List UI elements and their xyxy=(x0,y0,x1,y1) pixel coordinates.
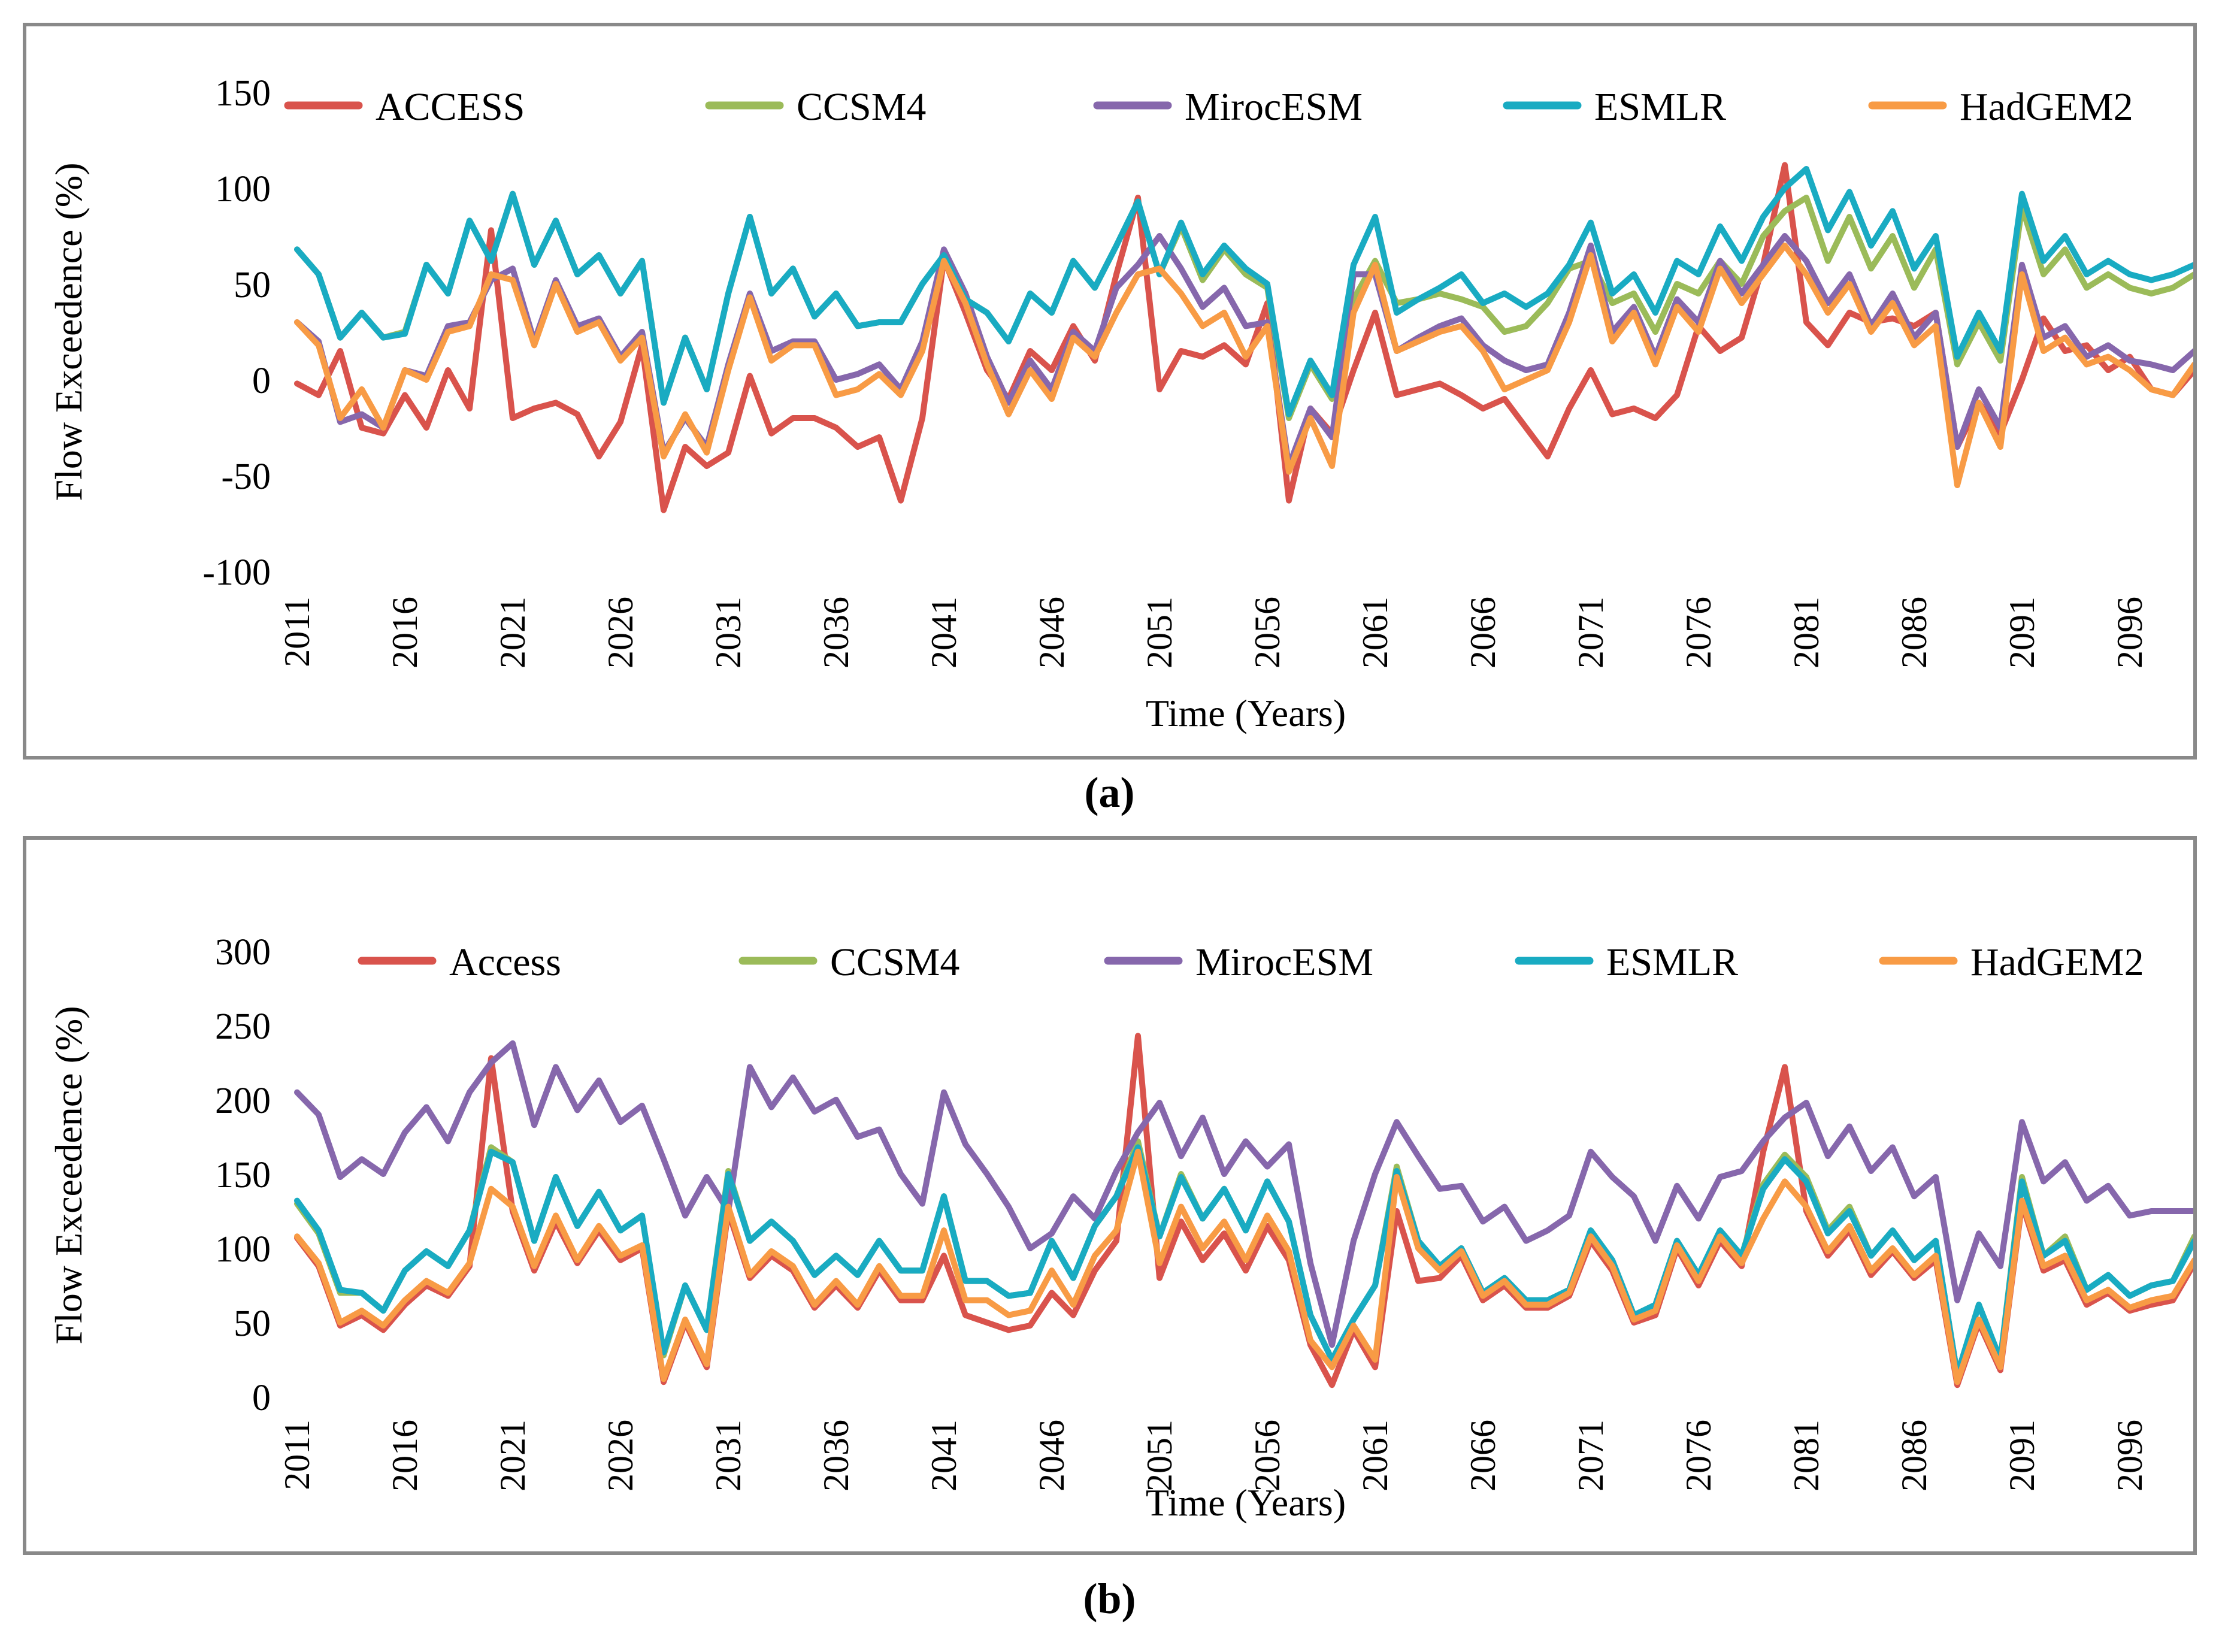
x-axis-tick-label: 2041 xyxy=(924,1420,964,1491)
legend-label-MirocESM: MirocESM xyxy=(1185,85,1363,129)
x-axis-tick-label: 2061 xyxy=(1355,1420,1395,1491)
legend-label-ESMLR: ESMLR xyxy=(1606,940,1738,984)
y-axis-tick-label: 250 xyxy=(215,1006,271,1047)
x-axis-tick-label: 2041 xyxy=(924,597,964,668)
chart-a-panel: 150 100 50 0 -50 -100 Flow Exceedence (%) 2011 2… xyxy=(23,23,2197,760)
x-axis-tick-label: 2011 xyxy=(277,597,317,667)
x-axis-tick-label: 2021 xyxy=(493,1420,532,1491)
y-axis-tick-label: 100 xyxy=(215,169,271,210)
y-axis-tick-label: 150 xyxy=(215,73,271,114)
x-axis-tick-label: 2016 xyxy=(385,597,425,668)
x-axis-tick-label: 2051 xyxy=(1140,1420,1179,1491)
y-axis-tick-label: 200 xyxy=(215,1081,271,1121)
x-axis-tick-label: 2066 xyxy=(1463,597,1503,668)
chart-b-panel: 300 250 200 150 100 50 0 Flow Exceedence (%) 201… xyxy=(23,836,2197,1555)
y-axis-tick-label: 150 xyxy=(215,1155,271,1196)
x-axis-tick-label: 2031 xyxy=(709,1420,748,1491)
y-axis-title: Flow Exceedence (%) xyxy=(47,1006,90,1344)
series-line-CCSM4 xyxy=(294,190,2193,421)
x-axis-tick-label: 2061 xyxy=(1355,597,1395,668)
legend-label-HadGEM2: HadGEM2 xyxy=(1970,940,2144,984)
series-line-MirocESM xyxy=(294,1040,2193,1348)
x-axis-tick-label: 2086 xyxy=(1894,597,1934,668)
y-axis-tick-label: 0 xyxy=(252,1378,271,1418)
x-axis-tick-label: 2016 xyxy=(385,1420,425,1491)
legend-label-ACCESS: ACCESS xyxy=(376,85,525,129)
x-axis-tick-label: 2076 xyxy=(1679,1420,1718,1491)
x-axis-tick-label: 2071 xyxy=(1571,597,1610,668)
x-axis-tick-label: 2096 xyxy=(2110,597,2150,668)
x-axis-tick-label: 2066 xyxy=(1463,1420,1503,1491)
y-axis-title: Flow Exceedence (%) xyxy=(47,162,90,501)
y-axis-tick-label: -100 xyxy=(202,552,271,593)
x-axis-tick-label: 2056 xyxy=(1248,597,1287,668)
x-axis-tick-label: 2056 xyxy=(1248,1420,1287,1491)
x-axis-tick-label: 2011 xyxy=(277,1420,317,1490)
legend-label-Access: Access xyxy=(449,940,561,984)
legend-label-CCSM4: CCSM4 xyxy=(797,85,926,129)
series-line-ESMLR xyxy=(294,1144,2193,1378)
legend-label-HadGEM2: HadGEM2 xyxy=(1960,85,2133,129)
x-axis-tick-label: 2046 xyxy=(1032,597,1071,668)
x-axis-tick-label: 2081 xyxy=(1787,1420,1826,1491)
series-line-HadGEM2 xyxy=(294,1148,2193,1385)
y-axis-tick-label: 50 xyxy=(234,1303,271,1344)
x-axis-tick-label: 2086 xyxy=(1894,1420,1934,1491)
x-axis-tick-label: 2031 xyxy=(709,597,748,668)
x-axis-tick-label: 2091 xyxy=(2002,1420,2042,1491)
series-line-HadGEM2 xyxy=(294,243,2193,488)
x-axis-tick-label: 2036 xyxy=(816,597,856,668)
x-axis-tick-label: 2046 xyxy=(1032,1420,1071,1491)
chart-b-svg: 300 250 200 150 100 50 0 Flow Exceedence (%) 201… xyxy=(47,932,2193,1524)
y-axis-tick-label: 50 xyxy=(234,265,271,305)
series-line-Access xyxy=(294,1033,2193,1388)
legend-label-ESMLR: ESMLR xyxy=(1594,85,1726,129)
x-axis-tick-label: 2091 xyxy=(2002,597,2042,668)
x-axis-tick-label: 2076 xyxy=(1679,597,1718,668)
caption-a: (a) xyxy=(1084,768,1135,816)
x-axis-tick-label: 2081 xyxy=(1787,597,1826,668)
legend-label-MirocESM: MirocESM xyxy=(1195,940,1373,984)
legend-label-CCSM4: CCSM4 xyxy=(830,940,959,984)
x-axis-tick-label: 2021 xyxy=(493,597,532,668)
y-axis-tick-label: -50 xyxy=(221,456,271,497)
y-axis-tick-label: 100 xyxy=(215,1229,271,1270)
x-axis-tick-label: 2036 xyxy=(816,1420,856,1491)
x-axis-tick-label: 2051 xyxy=(1140,597,1179,668)
x-axis-title: Time (Years) xyxy=(1146,1481,1346,1524)
chart-a-svg: 150 100 50 0 -50 -100 Flow Exceedence (%) 2011 2… xyxy=(47,73,2193,734)
x-axis-title: Time (Years) xyxy=(1146,692,1346,734)
y-axis-tick-label: 300 xyxy=(215,932,271,973)
y-axis-tick-label: 0 xyxy=(252,361,271,401)
x-axis-tick-label: 2071 xyxy=(1571,1420,1610,1491)
x-axis-tick-label: 2026 xyxy=(601,1420,640,1491)
x-axis-tick-label: 2096 xyxy=(2110,1420,2150,1491)
caption-b: (b) xyxy=(1083,1575,1136,1623)
x-axis-tick-label: 2026 xyxy=(601,597,640,668)
series-line-ESMLR xyxy=(294,166,2193,417)
